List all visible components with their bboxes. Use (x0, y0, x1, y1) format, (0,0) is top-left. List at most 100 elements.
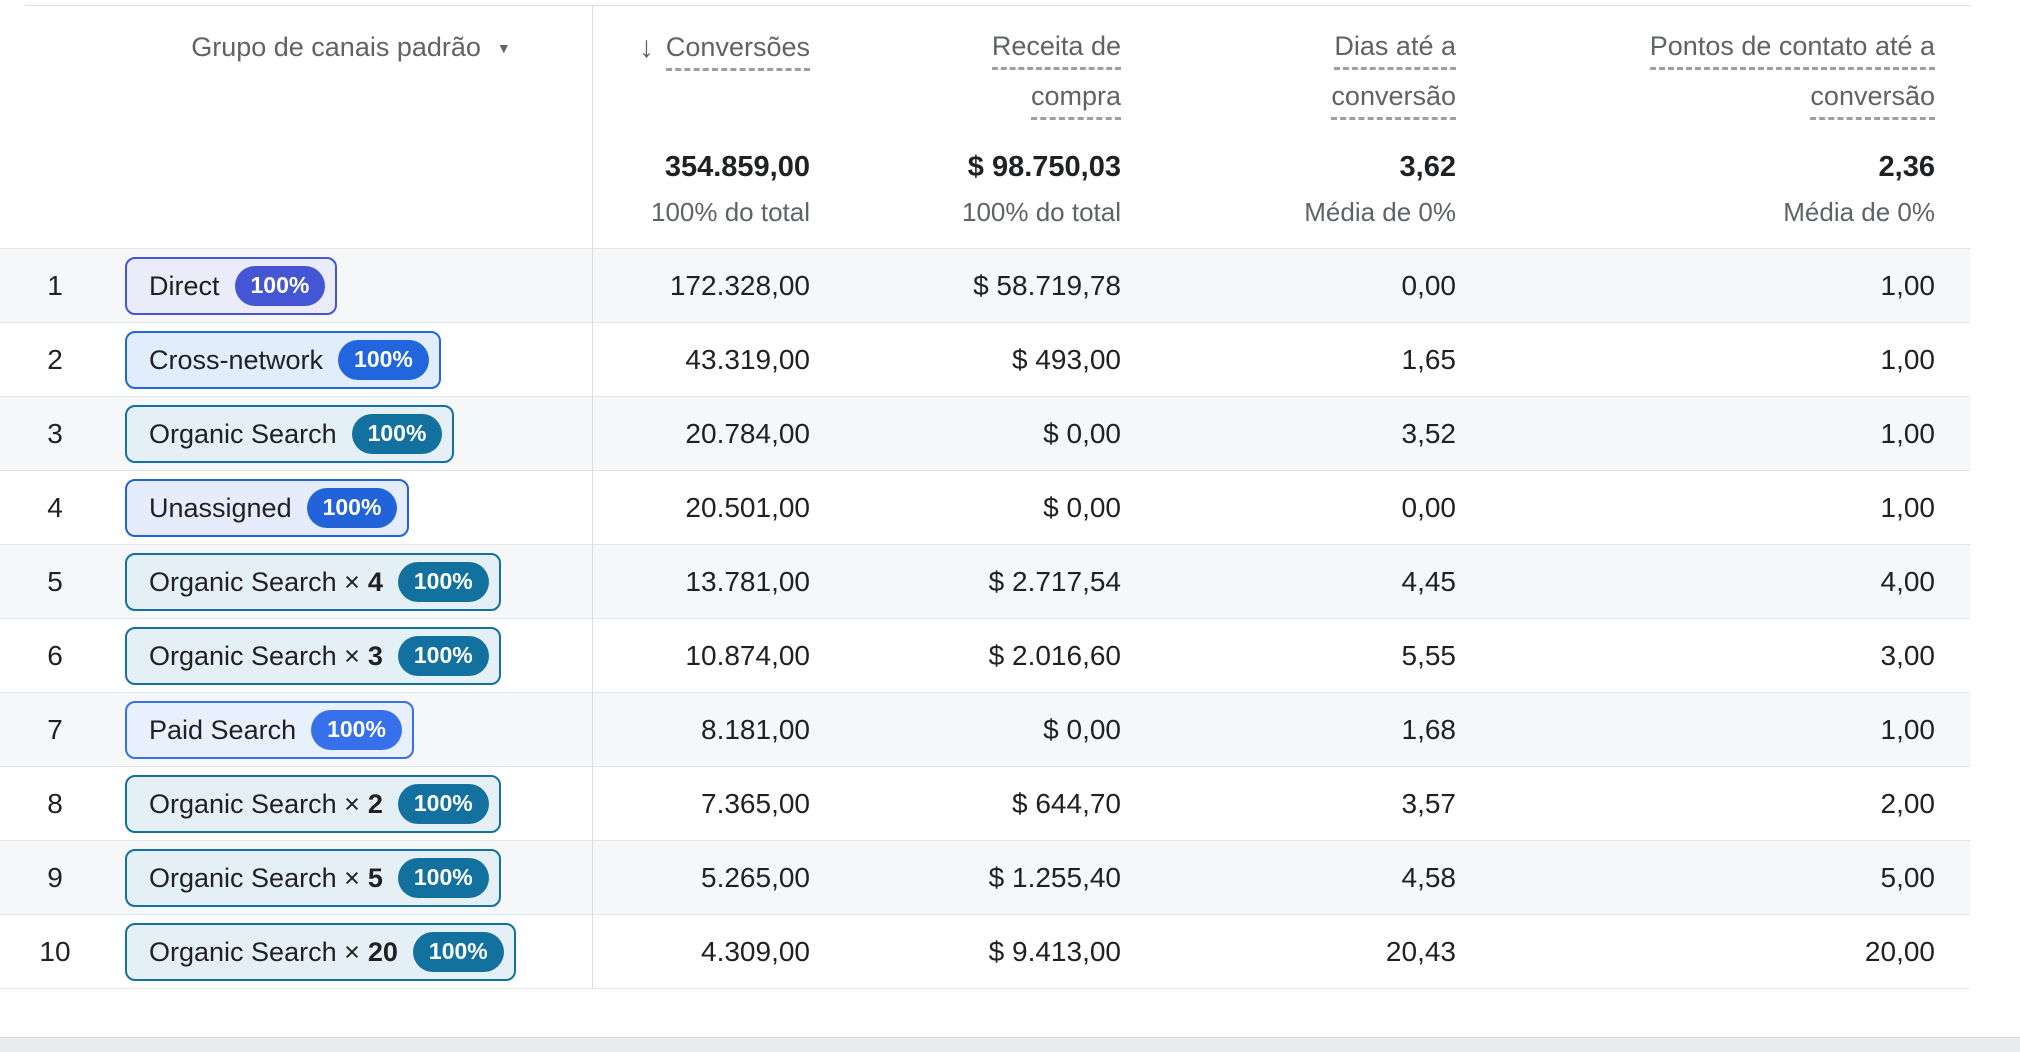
cell-days-to-conversion: 3,57 (1401, 787, 1457, 819)
column-header-revenue-cell: Receita de compra (810, 30, 1121, 120)
row-index: 8 (47, 787, 63, 819)
channel-label: Cross-network (149, 344, 324, 375)
channel-chip: Direct 100% (125, 256, 338, 315)
channel-percent-badge: 100% (397, 783, 489, 824)
pagination-bar (0, 1037, 2020, 1052)
cell-days-to-conversion: 20,43 (1385, 935, 1456, 967)
channel-label: Organic Search × 4 (149, 566, 383, 597)
column-header-label: Pontos de contato até a (1649, 30, 1935, 70)
column-header-purchase-revenue[interactable]: Receita de compra (810, 30, 1121, 120)
row-index: 5 (47, 565, 63, 597)
channel-multiplier: 4 (367, 566, 383, 597)
cell-touchpoints: 1,00 (1880, 343, 1936, 375)
channel-chip: Cross-network 100% (125, 330, 441, 389)
cell-touchpoints: 5,00 (1880, 861, 1936, 893)
cell-touchpoints: 2,00 (1880, 787, 1936, 819)
cell-touchpoints: 1,00 (1880, 713, 1936, 745)
cell-purchase-revenue: $ 0,00 (1043, 491, 1121, 523)
channel-label: Organic Search × 2 (149, 788, 383, 819)
totals-row: 354.859,00 100% do total $ 98.750,03 100… (0, 150, 1970, 227)
channel-label: Organic Search × 5 (149, 862, 383, 893)
channel-label: Direct (149, 270, 220, 301)
channel-multiplier: 20 (367, 936, 398, 967)
column-header-conversions-cell: ↓ Conversões (592, 30, 810, 81)
channel-cell: Cross-network 100% (110, 330, 592, 389)
channel-percent-badge: 100% (397, 857, 489, 898)
channel-label: Paid Search (149, 714, 297, 745)
channel-multiplier: 3 (367, 640, 383, 671)
cell-conversions: 7.365,00 (701, 787, 810, 819)
channels-table: Grupo de canais padrão ▼ ↓ Conversões Rece… (0, 5, 1970, 989)
table-row: 5 Organic Search × 4 100% 13.781,00 $ 2.7… (0, 544, 1970, 618)
cell-purchase-revenue: $ 493,00 (1012, 343, 1121, 375)
channel-cell: Organic Search × 2 100% (110, 774, 592, 833)
cell-conversions: 4.309,00 (701, 935, 810, 967)
cell-purchase-revenue: $ 9.413,00 (988, 935, 1121, 967)
channel-chip: Organic Search × 3 100% (125, 626, 501, 685)
channel-chip: Organic Search × 20 100% (125, 922, 516, 981)
column-header-days-to-conversion[interactable]: Dias até a conversão (1121, 30, 1456, 120)
channel-label: Organic Search × 3 (149, 640, 383, 671)
channel-cell: Unassigned 100% (110, 478, 592, 537)
column-header-label: Dias até a (1334, 30, 1456, 70)
channel-cell: Direct 100% (110, 256, 592, 315)
cell-purchase-revenue: $ 644,70 (1012, 787, 1121, 819)
cell-purchase-revenue: $ 58.719,78 (973, 269, 1121, 301)
cell-touchpoints: 3,00 (1880, 639, 1936, 671)
cell-purchase-revenue: $ 0,00 (1043, 417, 1121, 449)
channel-percent-badge: 100% (311, 709, 402, 750)
cell-touchpoints: 4,00 (1880, 565, 1936, 597)
cell-conversions: 172.328,00 (669, 269, 810, 301)
table-row: 10 Organic Search × 20 100% 4.309,00 $ 9.… (0, 914, 1970, 988)
channel-cell: Organic Search × 5 100% (110, 848, 592, 907)
cell-touchpoints: 1,00 (1880, 417, 1936, 449)
channel-percent-badge: 100% (397, 635, 489, 676)
channel-chip: Organic Search × 4 100% (125, 552, 501, 611)
table-row: 1 Direct 100% 172.328,00 $ 58.719,78 0,0… (0, 248, 1970, 322)
column-header-label: Receita de (991, 30, 1121, 70)
cell-days-to-conversion: 0,00 (1401, 491, 1457, 523)
table-row: 7 Paid Search 100% 8.181,00 $ 0,00 1,68 … (0, 692, 1970, 766)
channel-label: Organic Search (149, 418, 337, 449)
table-row: 4 Unassigned 100% 20.501,00 $ 0,00 0,00 … (0, 470, 1970, 544)
channel-chip: Organic Search 100% (125, 404, 455, 463)
column-header-label: Conversões (665, 31, 810, 71)
table-body: 1 Direct 100% 172.328,00 $ 58.719,78 0,0… (0, 248, 1970, 989)
channel-percent-badge: 100% (397, 561, 489, 602)
table-row: 6 Organic Search × 3 100% 10.874,00 $ 2.0… (0, 618, 1970, 692)
channel-cell: Organic Search 100% (110, 404, 592, 463)
dimension-header-dropdown[interactable]: Grupo de canais padrão ▼ (191, 30, 511, 68)
channel-chip: Organic Search × 5 100% (125, 848, 501, 907)
channel-chip: Organic Search × 2 100% (125, 774, 501, 833)
row-index: 1 (47, 269, 63, 301)
channel-multiplier: 2 (367, 788, 383, 819)
row-index: 4 (47, 491, 63, 523)
cell-days-to-conversion: 1,65 (1401, 343, 1457, 375)
channel-label: Organic Search × 20 (149, 936, 398, 967)
cell-conversions: 43.319,00 (685, 343, 810, 375)
cell-days-to-conversion: 4,45 (1401, 565, 1457, 597)
total-days-to-conversion: 3,62 Média de 0% (1304, 151, 1456, 227)
row-index: 9 (47, 861, 63, 893)
cell-days-to-conversion: 0,00 (1401, 269, 1457, 301)
cell-purchase-revenue: $ 2.717,54 (988, 565, 1121, 597)
cell-conversions: 13.781,00 (685, 565, 810, 597)
total-touchpoints: 2,36 Média de 0% (1783, 151, 1935, 227)
table-row: 8 Organic Search × 2 100% 7.365,00 $ 644,… (0, 766, 1970, 840)
channel-percent-badge: 100% (412, 931, 504, 972)
channel-chip: Unassigned 100% (125, 478, 410, 537)
column-header-conversions[interactable]: ↓ Conversões (592, 30, 810, 81)
channel-percent-badge: 100% (338, 339, 429, 380)
cell-touchpoints: 20,00 (1864, 935, 1935, 967)
row-index: 7 (47, 713, 63, 745)
table-row: 9 Organic Search × 5 100% 5.265,00 $ 1.25… (0, 840, 1970, 914)
cell-days-to-conversion: 5,55 (1401, 639, 1457, 671)
channel-cell: Paid Search 100% (110, 700, 592, 759)
row-index: 10 (39, 935, 71, 967)
table-row: 2 Cross-network 100% 43.319,00 $ 493,00 … (0, 322, 1970, 396)
cell-conversions: 8.181,00 (701, 713, 810, 745)
table-row: 3 Organic Search 100% 20.784,00 $ 0,00 3… (0, 396, 1970, 470)
column-header-touchpoints-to-conversion[interactable]: Pontos de contato até a conversão (1456, 30, 1935, 120)
cell-conversions: 20.501,00 (685, 491, 810, 523)
